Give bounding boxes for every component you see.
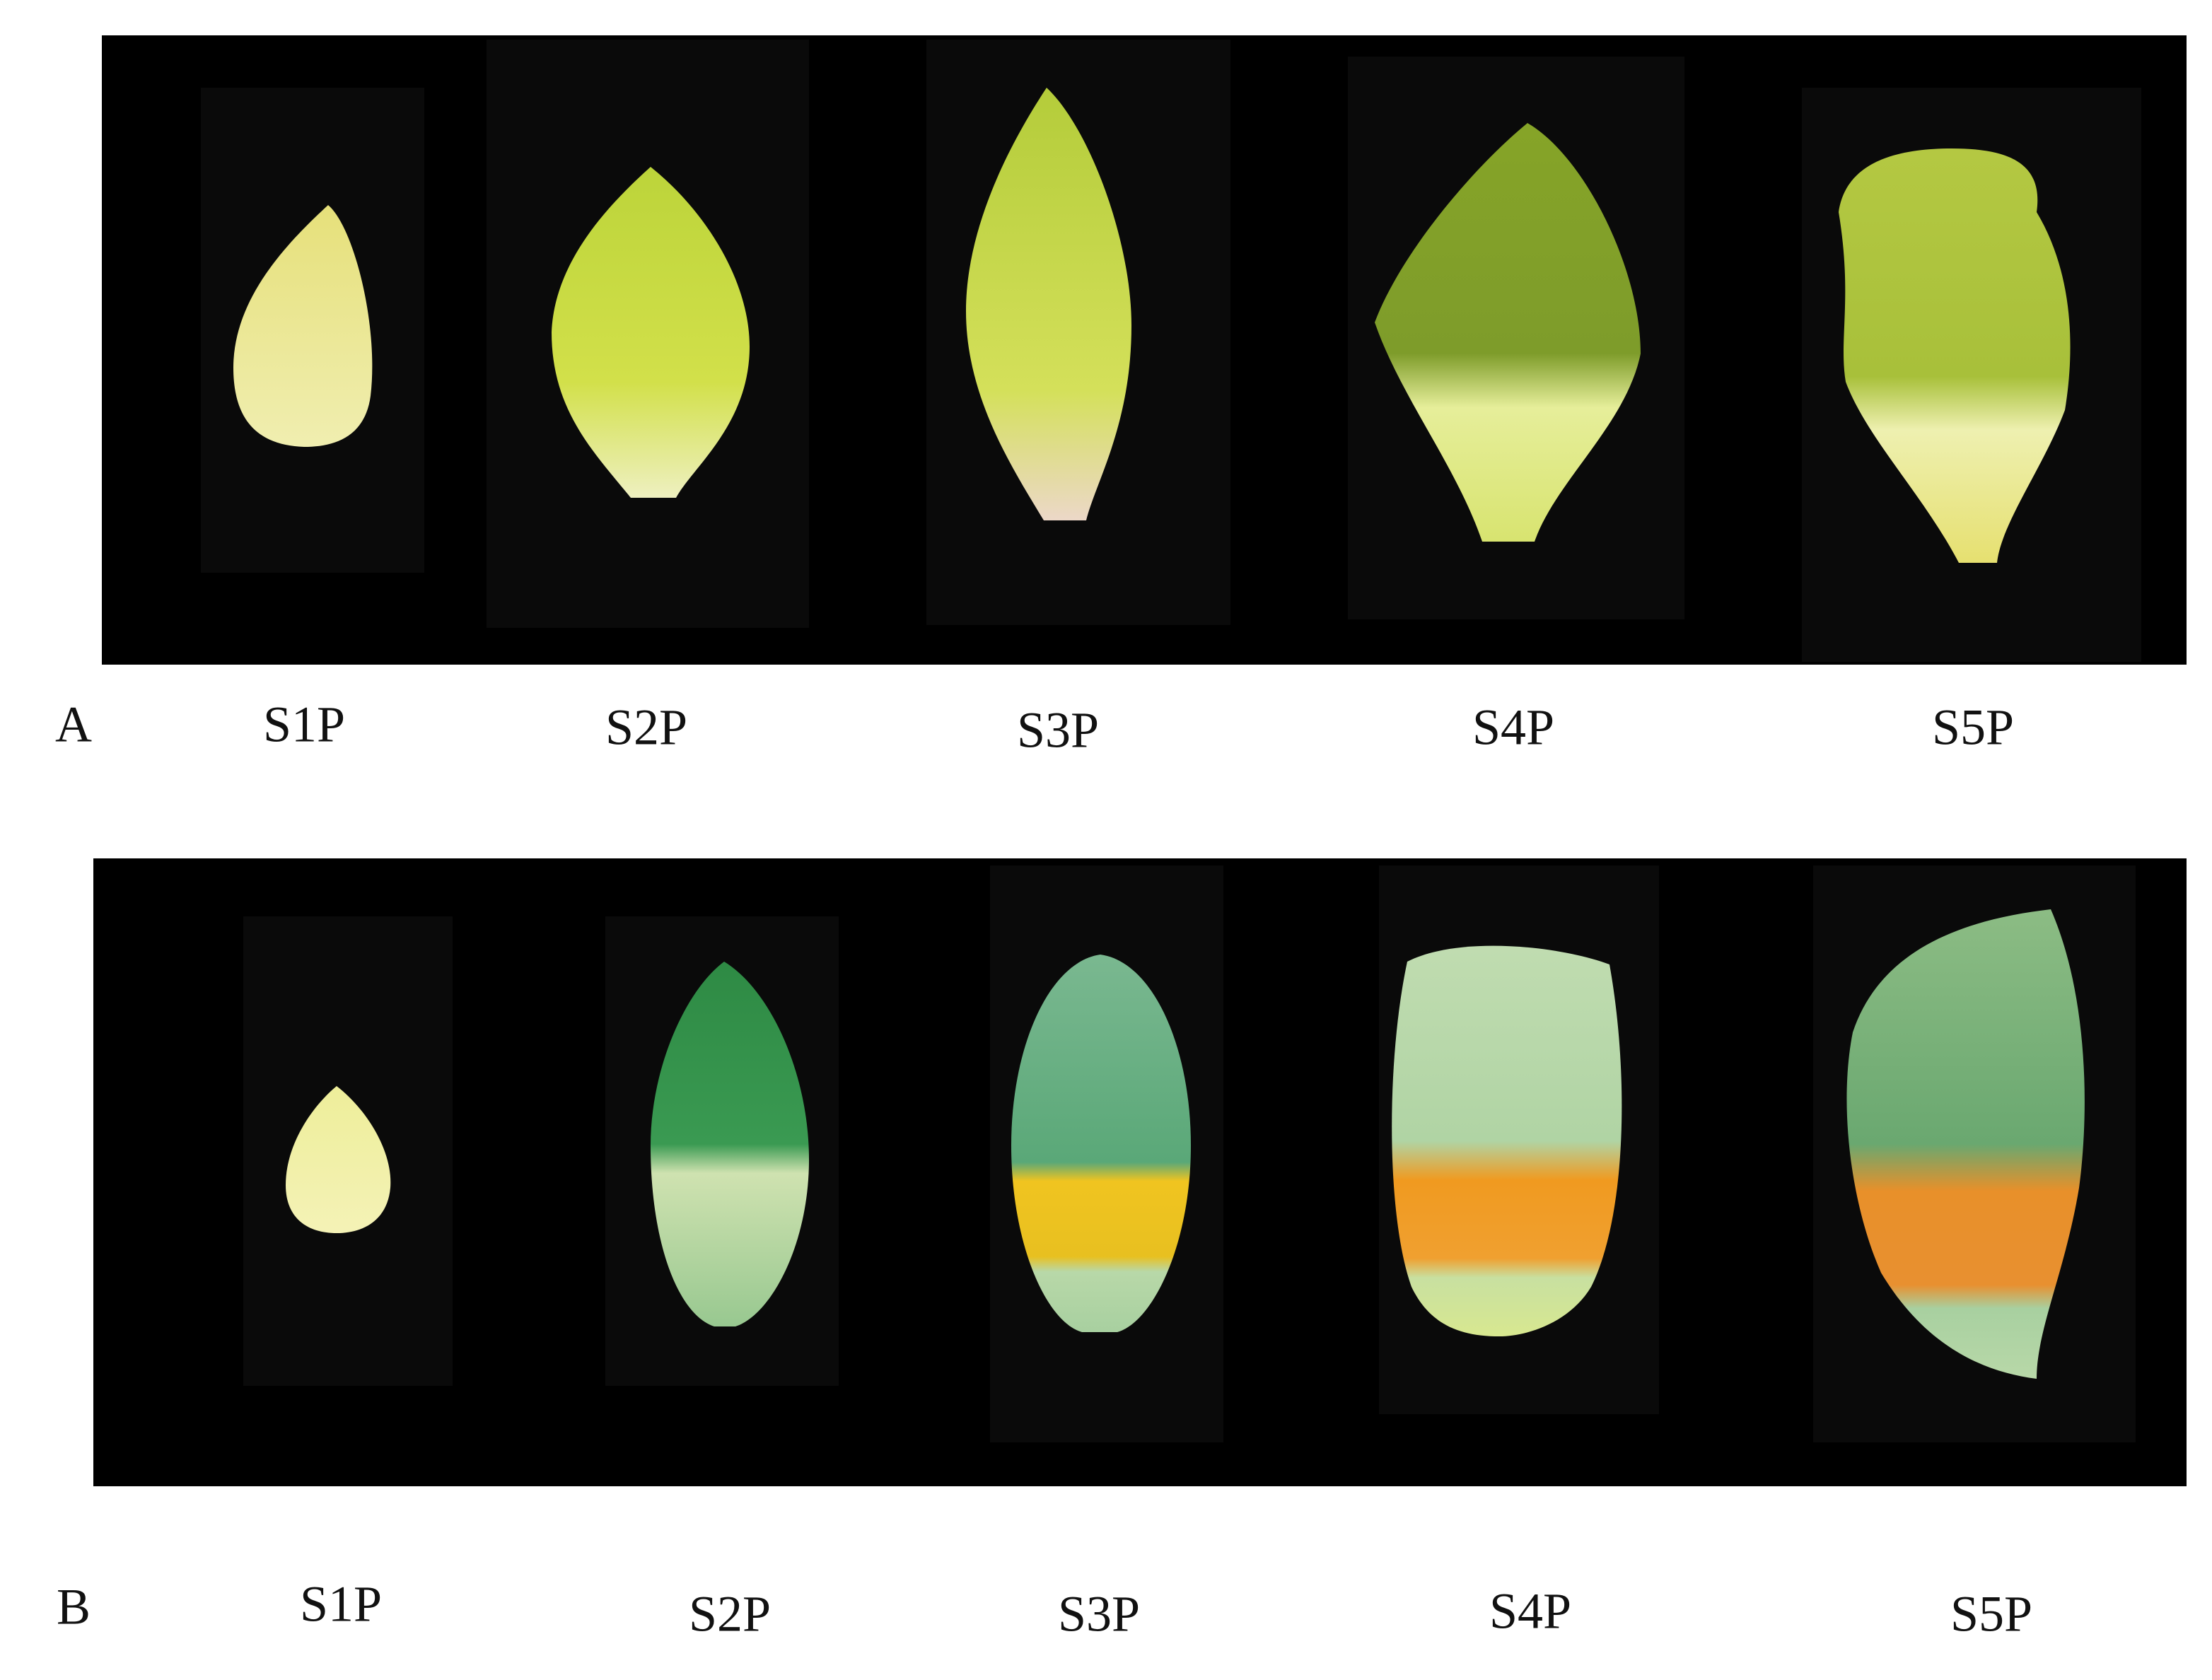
stage-label: S2P: [605, 699, 687, 756]
stage-label: S1P: [300, 1576, 382, 1633]
petal: [1392, 945, 1622, 1336]
stage-label: S4P: [1472, 699, 1554, 756]
stage-label: S3P: [1058, 1586, 1140, 1643]
petal: [552, 167, 750, 498]
panel-label: B: [57, 1579, 91, 1635]
stage-label: S5P: [1932, 699, 2014, 756]
petal: [966, 88, 1131, 520]
petal: [286, 1086, 391, 1233]
stage-label: S4P: [1489, 1583, 1571, 1640]
petal: [1846, 909, 2085, 1379]
petal: [1375, 123, 1641, 542]
stage-label: S2P: [689, 1586, 771, 1643]
panel-label: A: [55, 696, 92, 753]
petal: [1839, 148, 2071, 563]
stage-label: S3P: [1017, 702, 1099, 759]
stage-label: S1P: [263, 696, 345, 753]
petal: [233, 205, 373, 447]
petal: [651, 962, 809, 1326]
stage-label: S5P: [1950, 1586, 2032, 1643]
petal: [1011, 955, 1191, 1332]
